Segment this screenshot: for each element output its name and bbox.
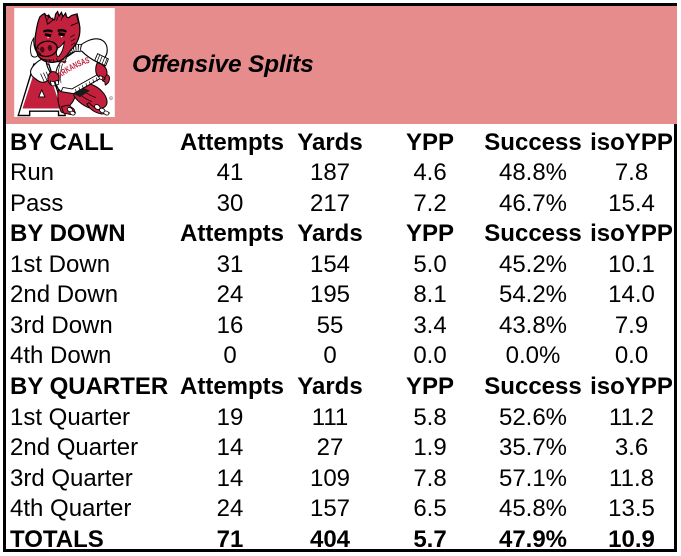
svg-text:R: R	[110, 96, 112, 100]
